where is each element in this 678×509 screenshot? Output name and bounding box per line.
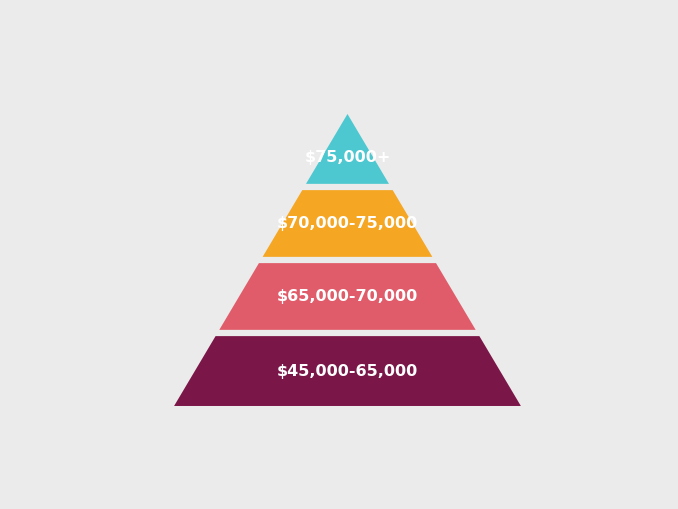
Text: $70,000-75,000: $70,000-75,000 xyxy=(277,216,418,231)
Polygon shape xyxy=(219,263,476,330)
Text: $75,000+: $75,000+ xyxy=(304,150,391,165)
Text: $65,000-70,000: $65,000-70,000 xyxy=(277,289,418,304)
Polygon shape xyxy=(262,190,433,257)
Text: $45,000-65,000: $45,000-65,000 xyxy=(277,363,418,379)
Polygon shape xyxy=(306,114,389,184)
Polygon shape xyxy=(174,336,521,406)
